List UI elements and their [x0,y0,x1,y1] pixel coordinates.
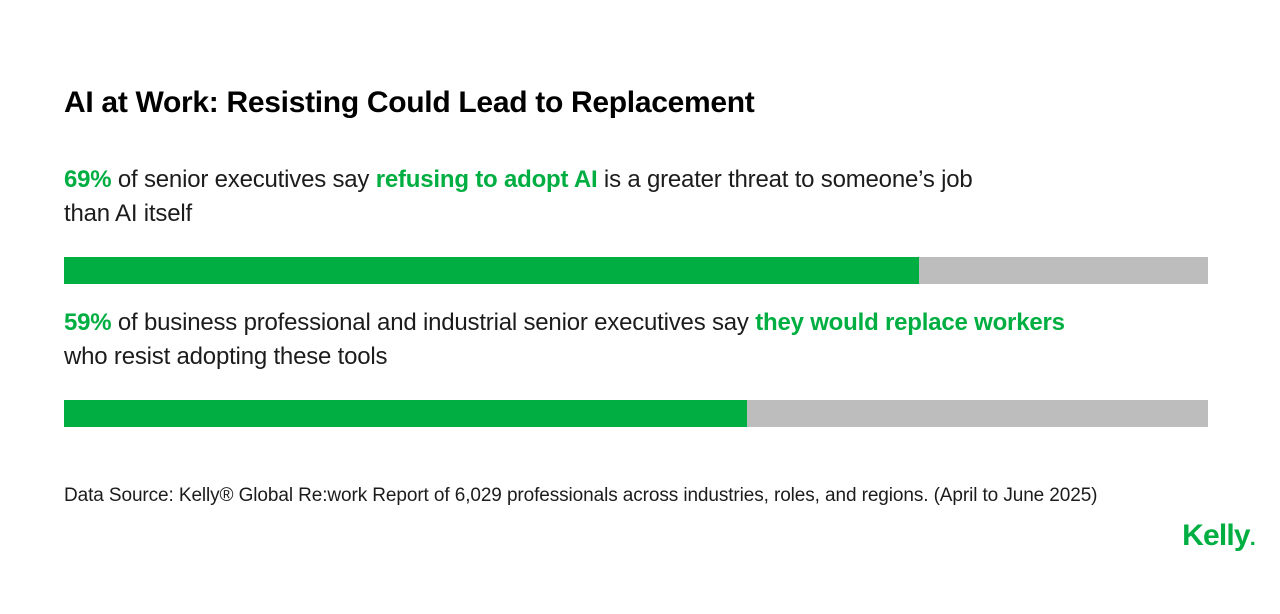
data-source: Data Source: Kelly® Global Re:work Repor… [64,485,1098,506]
kelly-logo-dot: . [1249,525,1256,550]
plain-text: of senior executives say [111,166,376,193]
highlight-text: 69% [64,166,112,193]
stat-block: 69% of senior executives say refusing to… [64,163,1208,284]
kelly-logo: Kelly. [1182,519,1256,555]
stat-bar-fill [64,400,747,427]
plain-text: of business professional and industrial … [111,309,756,336]
kelly-logo-text: Kelly [1182,519,1251,552]
highlight-text: they would replace workers [755,309,1065,336]
stat-text: 59% of business professional and industr… [64,306,1208,374]
highlight-text: 59% [64,309,112,336]
plain-text: who resist adopting these tools [64,343,388,370]
stat-text-line: who resist adopting these tools [64,340,1208,374]
plain-text: than AI itself [64,200,192,227]
highlight-text: refusing to adopt AI [375,166,598,193]
stat-block: 59% of business professional and industr… [64,306,1208,427]
stat-text-line: 59% of business professional and industr… [64,306,1208,340]
stat-bar-fill [64,257,919,284]
stat-bar-track [64,400,1208,427]
stat-text-line: than AI itself [64,197,1208,231]
page-title: AI at Work: Resisting Could Lead to Repl… [64,86,755,119]
stat-text: 69% of senior executives say refusing to… [64,163,1208,231]
stat-bar-track [64,257,1208,284]
plain-text: is a greater threat to someone’s job [597,166,973,193]
stat-text-line: 69% of senior executives say refusing to… [64,163,1208,197]
